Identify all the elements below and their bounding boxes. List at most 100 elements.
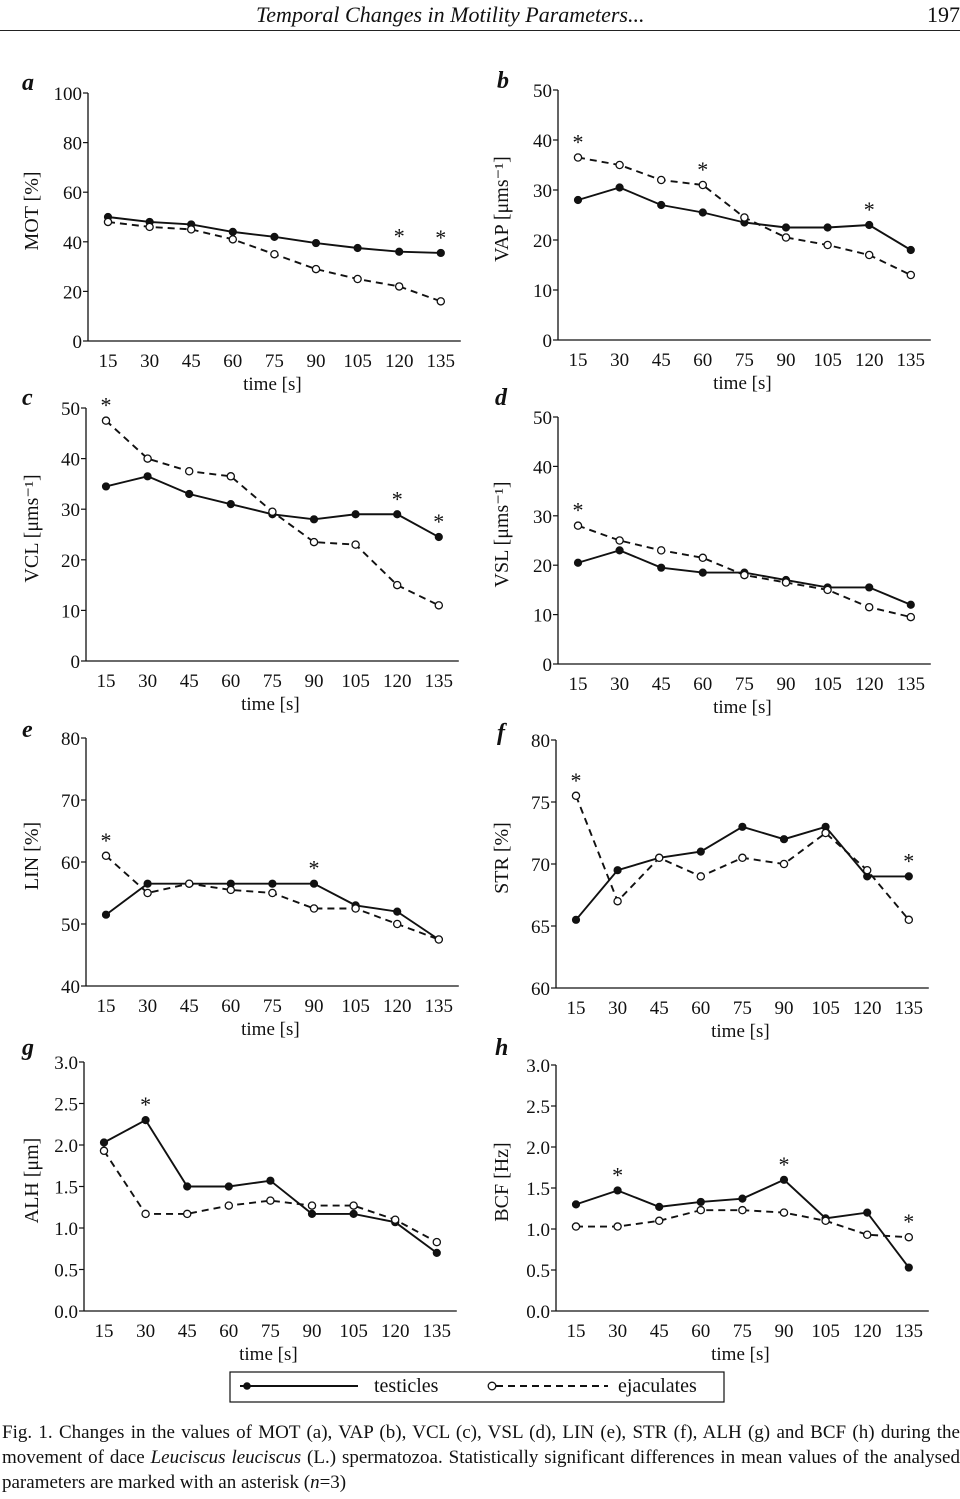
x-tick-label-e: 30 xyxy=(138,996,157,1017)
x-tick-label-b: 15 xyxy=(569,350,588,371)
x-tick-label-f: 75 xyxy=(733,998,752,1019)
legend-label-ejaculates: ejaculates xyxy=(618,1375,697,1397)
x-tick-label-a: 120 xyxy=(385,351,414,372)
panel-a: a 0 20 40 60 80 100 15 30 45 60 75 90 105 120 135 time [… xyxy=(21,70,461,395)
data-point-ejaculates-b xyxy=(864,250,874,260)
x-tick-label-d: 15 xyxy=(569,674,588,695)
y-tick-label-h: 2.5 xyxy=(526,1097,550,1118)
y-axis-label-c: VCL [μms⁻¹] xyxy=(21,474,43,582)
significance-asterisk-f: * xyxy=(571,768,582,793)
data-point-ejaculates-h xyxy=(862,1230,872,1239)
y-tick-label-d: 20 xyxy=(533,556,552,577)
data-point-testicles-d xyxy=(657,563,666,572)
x-tick-label-h: 45 xyxy=(650,1321,669,1342)
x-tick-label-h: 30 xyxy=(608,1321,627,1342)
x-tick-label-a: 30 xyxy=(140,351,159,372)
significance-asterisk-c: * xyxy=(433,509,444,534)
data-point-ejaculates-c xyxy=(226,472,236,481)
significance-asterisk-b: * xyxy=(697,157,708,182)
data-point-ejaculates-d xyxy=(698,553,708,563)
x-tick-label-g: 90 xyxy=(303,1321,322,1342)
data-point-ejaculates-a xyxy=(311,264,321,274)
data-point-ejaculates-c xyxy=(351,540,360,549)
x-tick-label-a: 105 xyxy=(343,351,372,372)
y-tick-label-a: 0 xyxy=(73,332,83,353)
x-tick-label-b: 75 xyxy=(735,350,754,371)
data-point-testicles-b xyxy=(823,223,832,232)
data-point-ejaculates-h xyxy=(696,1205,706,1215)
y-tick-label-f: 80 xyxy=(531,731,550,752)
x-tick-label-f: 30 xyxy=(608,998,627,1019)
y-tick-label-b: 50 xyxy=(533,81,552,102)
legend-label-testicles: testicles xyxy=(374,1375,439,1397)
x-tick-label-h: 135 xyxy=(895,1321,924,1342)
data-point-ejaculates-f xyxy=(571,791,581,801)
x-tick-label-c: 90 xyxy=(305,671,324,692)
x-axis-label-f: time [s] xyxy=(711,1021,770,1042)
significance-asterisk-h: * xyxy=(612,1162,623,1187)
series-line-testicles-h xyxy=(575,1178,910,1269)
data-point-ejaculates-b xyxy=(615,160,624,170)
data-point-ejaculates-h xyxy=(821,1216,830,1226)
x-tick-label-a: 90 xyxy=(307,351,326,372)
y-tick-label-g: 0.5 xyxy=(54,1261,78,1282)
data-point-ejaculates-b xyxy=(656,175,666,185)
data-point-testicles-e xyxy=(393,907,402,916)
panel-letter-e: e xyxy=(22,717,33,743)
x-tick-label-a: 135 xyxy=(427,351,456,372)
significance-asterisk-f: * xyxy=(903,848,914,873)
data-point-testicles-g xyxy=(432,1248,441,1258)
x-tick-label-f: 120 xyxy=(853,998,882,1019)
x-tick-label-c: 120 xyxy=(383,671,412,692)
y-tick-label-a: 20 xyxy=(63,282,82,303)
x-tick-label-c: 15 xyxy=(97,671,116,692)
data-point-testicles-c xyxy=(351,510,360,519)
y-tick-label-f: 65 xyxy=(531,917,550,938)
y-tick-label-h: 2.0 xyxy=(526,1138,550,1159)
y-tick-label-c: 0 xyxy=(71,652,81,673)
data-point-testicles-f xyxy=(738,822,747,831)
data-point-ejaculates-a xyxy=(103,217,113,227)
y-tick-label-b: 30 xyxy=(533,181,552,202)
y-tick-label-c: 30 xyxy=(61,500,80,521)
data-point-ejaculates-e xyxy=(434,935,444,944)
panel-letter-a: a xyxy=(22,70,34,96)
y-axis-label-b: VAP [μms⁻¹] xyxy=(491,156,513,262)
data-point-ejaculates-g xyxy=(307,1201,317,1210)
data-point-ejaculates-g xyxy=(182,1209,192,1219)
data-point-ejaculates-g xyxy=(390,1215,400,1224)
data-point-testicles-f xyxy=(779,835,789,844)
data-point-ejaculates-b xyxy=(698,180,708,190)
data-point-ejaculates-d xyxy=(823,585,832,595)
x-axis-label-a: time [s] xyxy=(243,374,302,395)
x-tick-label-d: 30 xyxy=(610,674,629,695)
significance-asterisk-e: * xyxy=(101,828,112,853)
data-point-testicles-e xyxy=(143,879,152,888)
y-tick-label-h: 0.0 xyxy=(526,1302,550,1323)
x-tick-label-g: 135 xyxy=(423,1321,452,1342)
data-point-ejaculates-d xyxy=(906,612,916,622)
y-tick-label-e: 60 xyxy=(61,853,80,874)
x-tick-label-h: 15 xyxy=(567,1321,586,1342)
x-tick-label-h: 105 xyxy=(811,1321,840,1342)
data-point-ejaculates-h xyxy=(571,1222,581,1231)
y-tick-label-h: 1.5 xyxy=(526,1179,550,1200)
y-tick-label-a: 40 xyxy=(63,233,82,254)
legend-box xyxy=(229,1371,725,1403)
y-tick-label-f: 60 xyxy=(531,979,550,1000)
panel-letter-b: b xyxy=(497,68,509,94)
data-point-ejaculates-g xyxy=(99,1146,109,1156)
data-point-testicles-c xyxy=(434,532,443,542)
data-point-testicles-d xyxy=(698,568,707,577)
data-point-testicles-a xyxy=(436,248,445,258)
data-point-testicles-c xyxy=(185,489,194,499)
data-point-ejaculates-b xyxy=(906,270,916,280)
data-point-ejaculates-e xyxy=(351,904,360,913)
x-tick-label-a: 60 xyxy=(223,351,242,372)
x-tick-label-c: 45 xyxy=(180,671,199,692)
x-axis-label-b: time [s] xyxy=(713,373,772,394)
data-point-ejaculates-e xyxy=(392,919,402,929)
y-tick-label-c: 50 xyxy=(61,399,80,420)
data-point-testicles-e xyxy=(101,910,111,919)
x-tick-label-c: 105 xyxy=(341,671,370,692)
